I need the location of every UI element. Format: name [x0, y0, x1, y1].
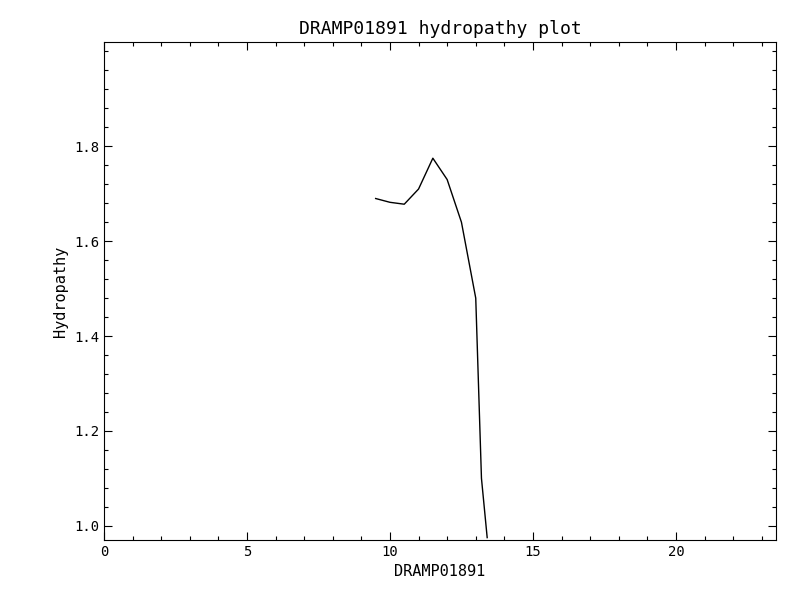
- X-axis label: DRAMP01891: DRAMP01891: [394, 565, 486, 580]
- Title: DRAMP01891 hydropathy plot: DRAMP01891 hydropathy plot: [298, 20, 582, 38]
- Y-axis label: Hydropathy: Hydropathy: [54, 245, 69, 337]
